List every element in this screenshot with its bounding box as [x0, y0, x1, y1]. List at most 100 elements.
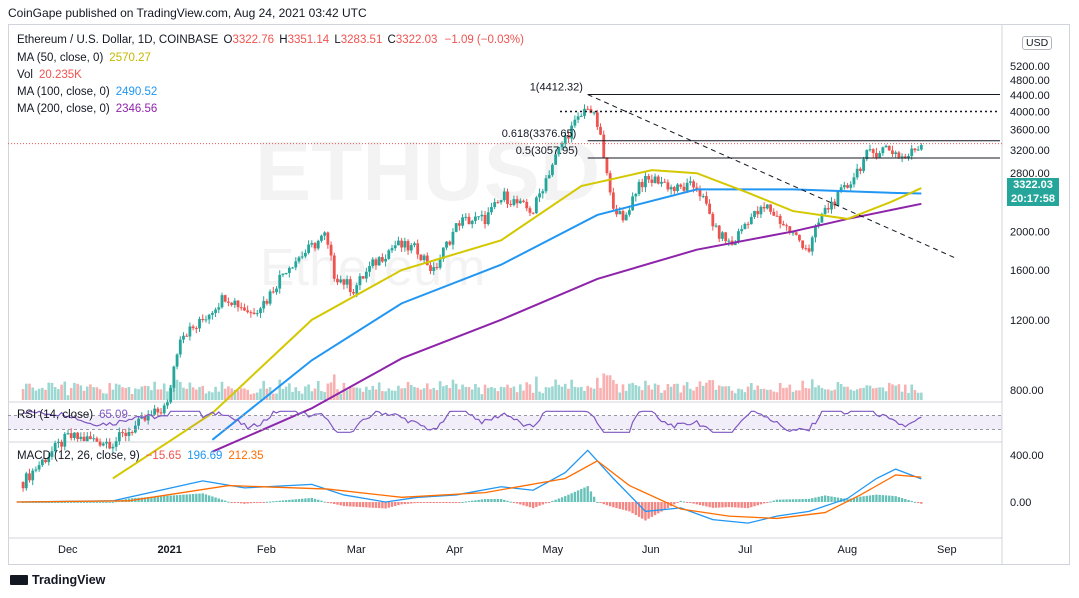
volume-bar: [814, 387, 817, 400]
candle-body: [101, 443, 105, 446]
candle-body: [801, 240, 805, 249]
macd-histogram-bar: [743, 502, 747, 508]
macd-histogram-bar: [310, 497, 314, 502]
volume-bar: [897, 384, 901, 400]
volume-bar: [502, 387, 506, 400]
volume-bar: [660, 392, 663, 400]
candle-body: [121, 432, 124, 434]
volume-bar: [791, 391, 795, 400]
watermark-symbol: ETHUSD: [255, 124, 600, 218]
chart-frame[interactable]: [8, 24, 1070, 565]
candle-body: [140, 417, 144, 419]
close-value: 3322.03: [395, 34, 438, 46]
currency-button[interactable]: USD: [1022, 36, 1053, 50]
candle-body: [862, 159, 865, 171]
candle-body: [541, 191, 545, 194]
volume-bar: [227, 386, 230, 400]
macd-histogram-bar: [223, 500, 227, 502]
macd-histogram-bar: [403, 502, 407, 505]
macd-histogram-bar: [814, 497, 817, 502]
candle-body: [544, 178, 548, 192]
candle-body: [438, 258, 442, 268]
macd-histogram-bar: [467, 501, 471, 503]
candle-body: [191, 326, 195, 329]
volume-bar: [714, 389, 718, 400]
candle-body: [499, 200, 503, 203]
macd-histogram-bar: [673, 502, 676, 505]
volume-bar: [345, 390, 349, 400]
macd-histogram-bar: [329, 502, 333, 504]
volume-bar: [442, 386, 445, 400]
candle-body: [785, 225, 788, 227]
ma100-legend[interactable]: MA (100, close, 0) 2490.52: [17, 86, 157, 98]
candle-body: [781, 223, 785, 226]
candle-body: [69, 433, 73, 439]
volume-bar: [156, 389, 160, 400]
candle-body: [448, 241, 452, 245]
volume-bar: [95, 387, 99, 400]
macd-histogram-bar: [259, 502, 262, 503]
candle-body: [740, 229, 744, 232]
volume-bar: [445, 385, 448, 400]
volume-bar: [249, 394, 253, 400]
volume-bar: [916, 392, 920, 400]
candle-body: [303, 252, 307, 257]
macd-histogram-bar: [262, 502, 265, 503]
volume-bar: [464, 386, 468, 400]
macd-histogram-bar: [753, 502, 756, 507]
macd-legend[interactable]: MACD (12, 26, close, 9) −15.65 196.69 212.3…: [17, 450, 264, 462]
volume-bar: [429, 389, 432, 400]
volume-bar: [859, 388, 862, 400]
macd-histogram-bar: [143, 497, 147, 502]
volume-bar: [60, 384, 63, 400]
candle-body: [875, 152, 878, 158]
macd-histogram-bar: [188, 494, 192, 502]
volume-bar: [121, 387, 124, 400]
ma200-legend[interactable]: MA (200, close, 0) 2346.56: [17, 103, 157, 115]
volume-bar: [807, 388, 811, 400]
volume-bar: [406, 381, 410, 400]
volume-bar: [878, 387, 881, 400]
price-tick-label: 3200.00: [1010, 145, 1050, 157]
macd-histogram-bar: [878, 494, 881, 502]
volume-bar: [252, 393, 256, 400]
macd-histogram-bar: [641, 502, 644, 519]
rsi-legend[interactable]: RSI (14, close) 65.09: [17, 409, 128, 421]
ma50-legend[interactable]: MA (50, close, 0) 2570.27: [17, 52, 151, 64]
candle-body: [518, 200, 522, 204]
candle-body: [778, 215, 782, 224]
candle-body: [89, 436, 92, 440]
candle-body: [733, 241, 737, 246]
vol-legend[interactable]: Vol 20.235K: [17, 69, 82, 81]
candle-body: [201, 318, 205, 320]
macd-label: MACD (12, 26, close, 9): [17, 450, 140, 462]
candle-body: [345, 279, 349, 285]
macd-histogram-bar: [140, 497, 143, 502]
volume-bar: [416, 387, 419, 400]
volume-bar: [44, 389, 47, 400]
tradingview-logo[interactable]: TradingView: [10, 573, 105, 587]
candle-body: [897, 152, 901, 158]
macd-histogram-bar: [621, 502, 625, 510]
symbol-name[interactable]: Ethereum / U.S. Dollar, 1D, COINBASE: [17, 34, 219, 46]
volume-bar: [884, 391, 888, 400]
candle-body: [291, 267, 294, 269]
volume-bar: [297, 391, 301, 400]
candle-body: [143, 417, 147, 421]
macd-histogram-bar: [147, 497, 150, 502]
volume-bar: [624, 390, 628, 400]
candle-body: [114, 441, 118, 447]
candle-body: [329, 244, 333, 256]
volume-bar: [596, 377, 599, 400]
macd-histogram-bar: [637, 502, 641, 517]
candle-body: [762, 206, 766, 209]
volume-bar: [474, 384, 477, 400]
macd-histogram-bar: [291, 499, 294, 502]
volume-bar: [134, 388, 137, 400]
volume-bar: [608, 375, 612, 400]
macd-histogram-bar: [487, 499, 490, 502]
macd-histogram-bar: [246, 502, 249, 504]
candle-body: [127, 432, 131, 436]
volume-bar: [24, 383, 28, 400]
